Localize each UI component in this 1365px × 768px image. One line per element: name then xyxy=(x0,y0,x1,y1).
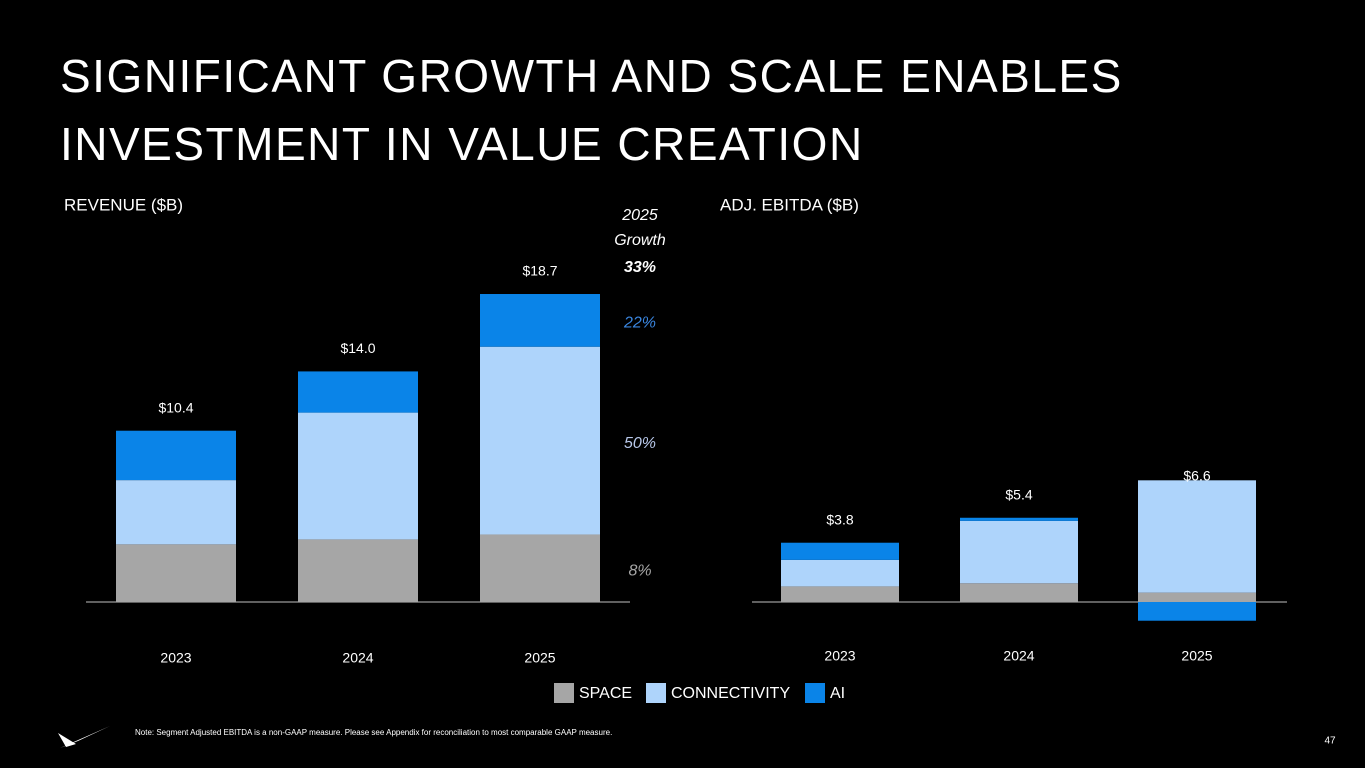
x-tick-label: 2025 xyxy=(1181,648,1212,664)
legend-label: CONNECTIVITY xyxy=(671,685,790,702)
total-label: $14.0 xyxy=(340,340,375,356)
total-label: $3.8 xyxy=(826,511,853,527)
x-tick-label: 2023 xyxy=(824,648,855,664)
legend-label: SPACE xyxy=(579,685,632,702)
chart-subtitle: ADJ. EBITDA ($B) xyxy=(720,195,859,214)
logo xyxy=(58,726,110,748)
total-label: $18.7 xyxy=(522,263,557,279)
slide-title: INVESTMENT IN VALUE CREATION xyxy=(60,118,864,170)
slide-title: SIGNIFICANT GROWTH AND SCALE ENABLES xyxy=(60,50,1123,102)
page-number: 47 xyxy=(1324,736,1336,747)
bar-segment xyxy=(298,371,418,413)
growth-total: 33% xyxy=(624,259,656,276)
total-label: $5.4 xyxy=(1005,486,1032,502)
x-tick-label: 2023 xyxy=(160,650,191,666)
bar-segment xyxy=(480,346,600,535)
growth-heading: 2025 xyxy=(621,207,658,224)
growth-label: 50% xyxy=(624,435,656,452)
growth-label: 8% xyxy=(628,562,651,579)
chart-subtitle: REVENUE ($B) xyxy=(64,195,183,214)
bar-segment xyxy=(480,534,600,602)
total-label: $6.6 xyxy=(1183,468,1210,484)
total-label: $10.4 xyxy=(158,399,193,415)
x-tick-label: 2025 xyxy=(524,650,555,666)
growth-label: 22% xyxy=(623,315,656,332)
bar-segment xyxy=(298,539,418,602)
footnote: Note: Segment Adjusted EBITDA is a non-G… xyxy=(135,728,612,737)
bar-segment xyxy=(116,430,236,481)
bar-segment xyxy=(960,520,1078,584)
bar-segment xyxy=(960,583,1078,602)
bar-segment xyxy=(116,480,236,545)
bar-segment xyxy=(116,544,236,602)
bar-segment xyxy=(781,586,899,602)
legend-swatch xyxy=(805,683,825,703)
growth-heading: Growth xyxy=(614,232,666,249)
legend-swatch xyxy=(554,683,574,703)
bar-segment xyxy=(960,517,1078,521)
bar-segment xyxy=(480,294,600,347)
bar-segment xyxy=(1138,480,1256,593)
x-tick-label: 2024 xyxy=(342,650,373,666)
legend-swatch xyxy=(646,683,666,703)
bar-segment xyxy=(1138,602,1256,621)
bar-segment xyxy=(298,412,418,540)
bar-segment xyxy=(781,542,899,560)
x-tick-label: 2024 xyxy=(1003,648,1034,664)
bar-segment xyxy=(781,559,899,587)
legend-label: AI xyxy=(830,685,845,702)
bar-segment xyxy=(1138,592,1256,602)
